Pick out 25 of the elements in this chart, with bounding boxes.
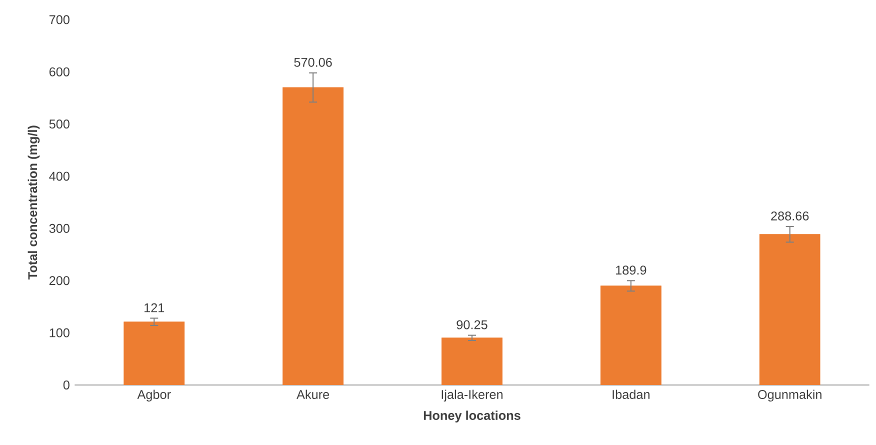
bar [759,234,820,385]
x-tick-label: Ibadan [612,390,650,399]
x-tick-label: Ijala-Ikeren [442,390,503,402]
y-tick-label: 200 [49,276,70,286]
y-tick-label: 0 [63,380,70,390]
bar [442,338,502,385]
y-tick-label: 300 [49,224,70,233]
x-tick-label: Akure [296,390,330,399]
data-label: 90.25 [456,320,488,330]
y-axis-title: Total concentration (mg/l) [28,126,40,280]
x-tick-label: Ogunmakin [758,390,822,402]
y-tick-label: 400 [49,172,70,181]
x-axis-title: Honey locations [424,410,520,422]
y-tick-label: 500 [49,120,70,129]
y-tick-label: 600 [49,67,70,76]
y-tick-label: 100 [50,328,70,338]
bar [600,286,662,385]
bar [282,87,344,385]
data-label: 189.9 [616,266,646,275]
bar [124,322,185,385]
data-label: 570.06 [294,58,332,67]
x-tick-label: Agbor [137,390,171,402]
y-tick-label: 700 [49,15,70,24]
data-label: 288.66 [771,212,809,220]
data-label: 121 [144,303,164,312]
